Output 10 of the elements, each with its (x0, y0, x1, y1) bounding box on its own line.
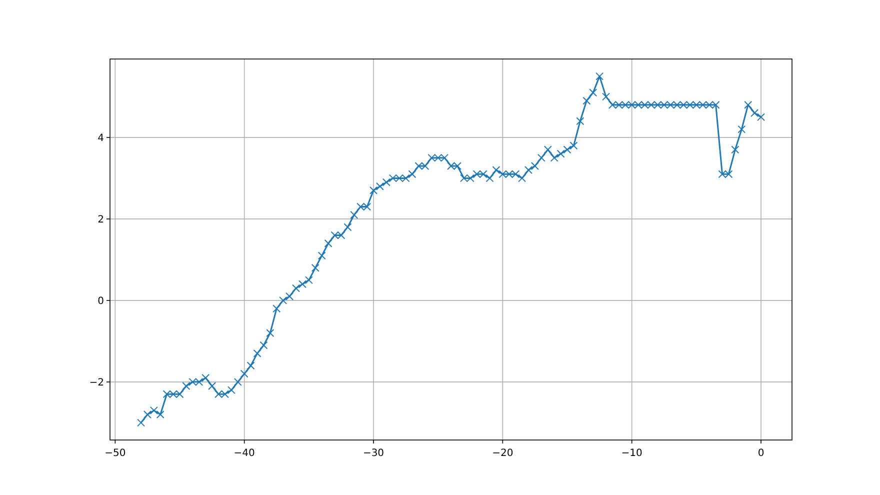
x-tick-label: −10 (621, 448, 642, 459)
x-tick-label: 0 (758, 448, 764, 459)
x-tick-label: −30 (362, 448, 384, 459)
y-tick-label: 4 (98, 132, 104, 144)
y-tick-label: 2 (98, 214, 104, 226)
y-tick-label: 0 (98, 296, 104, 307)
y-tick-label: −2 (89, 377, 104, 388)
x-tick-label: −20 (492, 448, 514, 459)
x-tick-label: −50 (104, 448, 126, 459)
x-tick-label: −40 (234, 448, 255, 459)
